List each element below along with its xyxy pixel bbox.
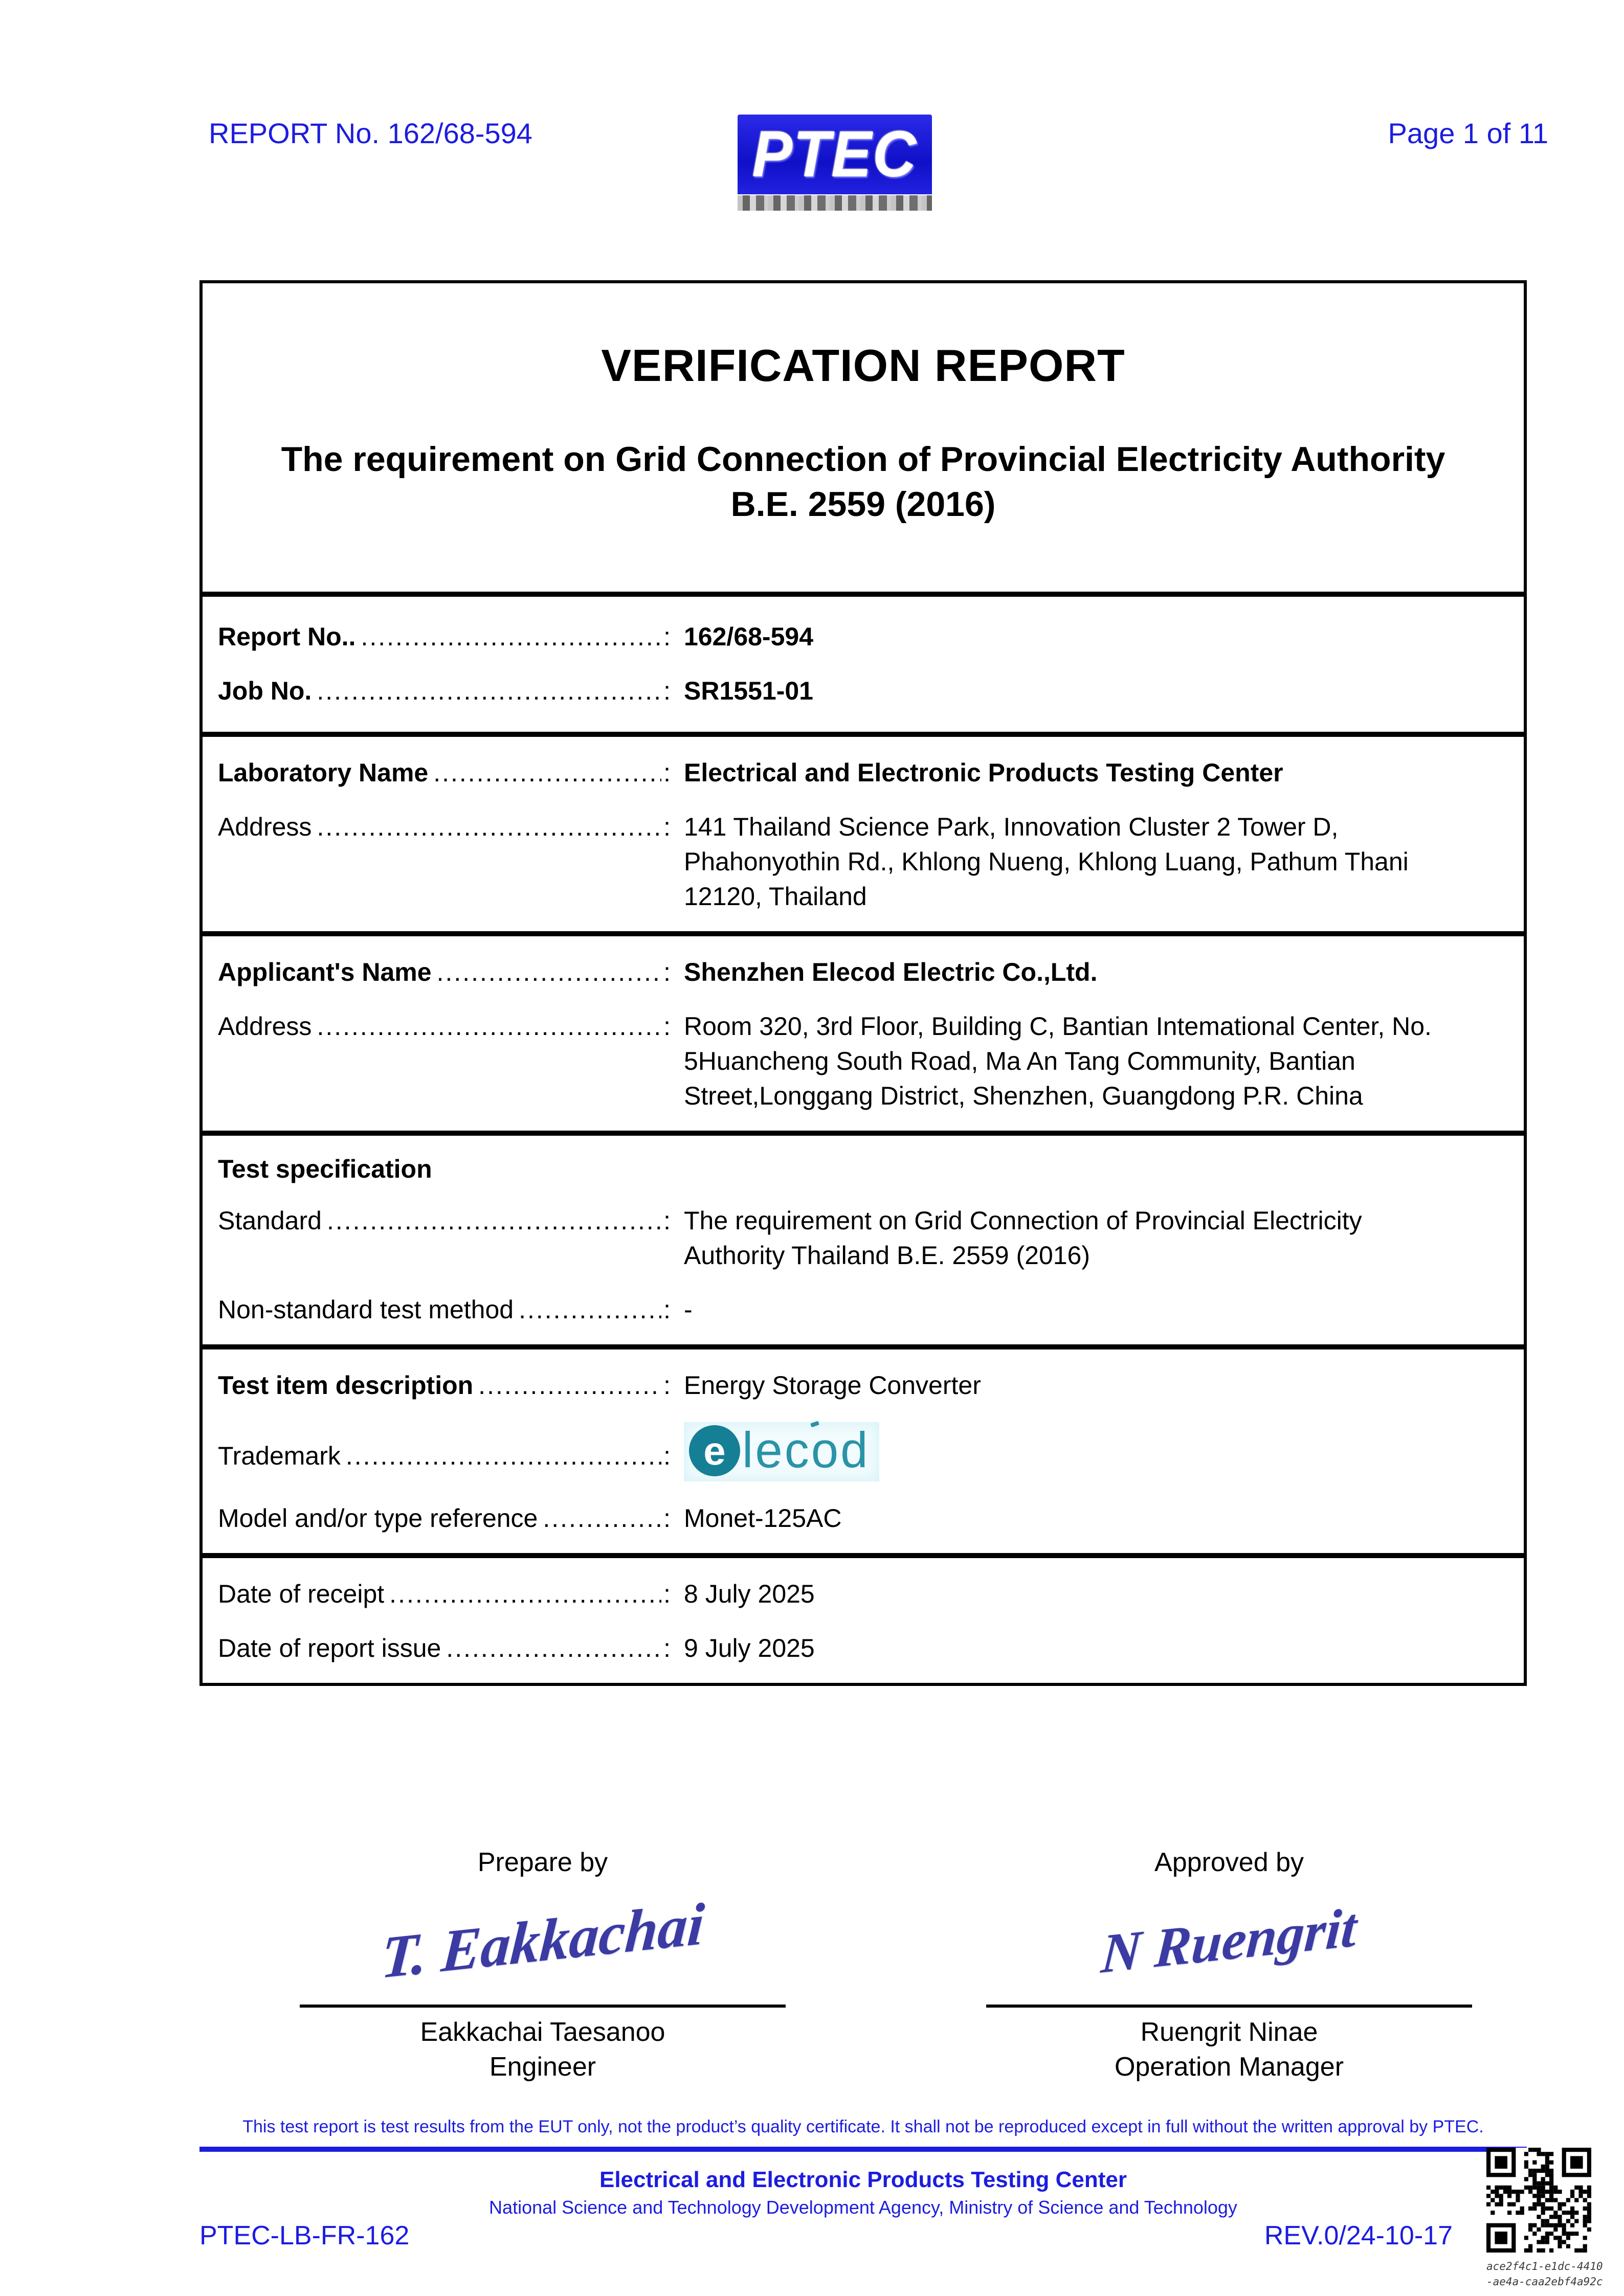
footer-center-title: Electrical and Electronic Products Testi…	[599, 2167, 1127, 2192]
prepared-signature-zone: T. Eakkachai	[300, 1878, 786, 2005]
field-label: Test item description	[218, 1370, 474, 1400]
field-date-of-report-issue: Date of report issue....................…	[218, 1631, 1508, 1665]
field-value: 8 July 2025	[684, 1579, 815, 1608]
field-value: e lecod	[671, 1421, 1508, 1481]
approved-by-name: Ruengrit Ninae	[1140, 2017, 1318, 2047]
field-label: Laboratory Name	[218, 758, 429, 787]
prepared-by-name: Eakkachai Taesanoo	[420, 2017, 665, 2047]
qr-code-block: ace2f4c1-e1dc-4410 -ae4a-caa2ebf4a92c	[1486, 2148, 1619, 2289]
field-date-of-receipt: Date of receipt.........................…	[218, 1577, 1508, 1611]
page-subtitle-line2: B.E. 2559 (2016)	[730, 485, 996, 524]
field-value: Room 320, 3rd Floor, Building C, Bantian…	[684, 1011, 1432, 1110]
title-section: VERIFICATION REPORT The requirement on G…	[203, 283, 1524, 592]
dotted-leader: ........................................…	[345, 1441, 662, 1470]
field-report-no: Report No...............................…	[218, 619, 1508, 654]
field-standard: Standard................................…	[218, 1203, 1508, 1273]
section-dates: Date of receipt.........................…	[203, 1552, 1524, 1683]
field-value: -	[684, 1295, 693, 1324]
field-label: Report No..	[218, 622, 356, 651]
prepared-signature: T. Eakkachai	[379, 1890, 706, 1991]
field-label: Trademark	[218, 1441, 341, 1470]
field-trademark: Trademark...............................…	[218, 1421, 1508, 1481]
elecod-logo: e lecod	[684, 1421, 879, 1481]
header-page-number: Page 1 of 11	[1388, 117, 1548, 149]
elecod-logo-disc: e	[689, 1425, 740, 1476]
ptec-logo-box: PTEC	[738, 115, 932, 194]
field-laboratory-name: Laboratory Name.........................…	[218, 755, 1508, 790]
field-label: Address	[218, 812, 312, 841]
ptec-logo-text: PTEC	[752, 118, 918, 191]
field-value: 162/68-594	[684, 622, 814, 651]
report-table: VERIFICATION REPORT The requirement on G…	[199, 280, 1527, 1686]
prepared-by-column: Prepare by T. Eakkachai Eakkachai Taesan…	[300, 1847, 786, 2082]
dotted-leader: ........................................…	[389, 1579, 661, 1608]
prepared-by-role: Engineer	[489, 2052, 596, 2082]
dotted-leader: ........................................…	[326, 1206, 661, 1235]
page-title: VERIFICATION REPORT	[601, 340, 1125, 391]
dotted-leader: ........................................…	[543, 1503, 661, 1533]
field-value: 141 Thailand Science Park, Innovation Cl…	[684, 812, 1409, 911]
dotted-leader: ........................................…	[478, 1370, 661, 1400]
dotted-leader: ........................................…	[317, 676, 662, 705]
field-test-item-description: Test item description...................…	[218, 1368, 1508, 1403]
field-job-no: Job No..................................…	[218, 673, 1508, 708]
footer-rule	[199, 2147, 1527, 2152]
signature-block: Prepare by T. Eakkachai Eakkachai Taesan…	[199, 1847, 1527, 2082]
footer-center-subtitle: National Science and Technology Developm…	[489, 2197, 1237, 2218]
field-label: Date of receipt	[218, 1579, 385, 1608]
approved-by-role: Operation Manager	[1114, 2052, 1344, 2082]
field-label: Model and/or type reference	[218, 1503, 538, 1533]
qr-code	[1486, 2148, 1591, 2253]
dotted-leader: ........................................…	[317, 812, 662, 841]
prepared-by-caption: Prepare by	[477, 1848, 608, 1877]
signature-line	[986, 2005, 1472, 2008]
field-value: Energy Storage Converter	[684, 1370, 981, 1400]
approved-signature-zone: N Ruengrit	[986, 1878, 1472, 2005]
field-model-reference: Model and/or type reference.............…	[218, 1501, 1508, 1536]
field-applicant-address: Address.................................…	[218, 1009, 1508, 1113]
footer-doc-code: PTEC-LB-FR-162	[199, 2221, 410, 2250]
footer-revision: REV.0/24-10-17	[1264, 2221, 1453, 2250]
approved-by-column: Approved by N Ruengrit Ruengrit Ninae Op…	[986, 1847, 1472, 2082]
field-value: SR1551-01	[684, 676, 813, 705]
ptec-logo-caption-strip	[738, 195, 932, 211]
dotted-leader: ........................................…	[361, 622, 661, 651]
field-value: Shenzhen Elecod Electric Co.,Ltd.	[684, 957, 1098, 986]
field-laboratory-address: Address.................................…	[218, 809, 1508, 914]
approved-signature: N Ruengrit	[1099, 1897, 1359, 1985]
section-laboratory: Laboratory Name.........................…	[203, 731, 1524, 931]
field-label: Address	[218, 1011, 312, 1041]
field-applicant-name: Applicant's Name........................…	[218, 955, 1508, 989]
field-value: The requirement on Grid Connection of Pr…	[684, 1206, 1362, 1270]
dotted-leader: ........................................…	[433, 758, 661, 787]
section-test-specification: Test specification Standard.............…	[203, 1130, 1524, 1344]
test-specification-heading: Test specification	[218, 1154, 432, 1183]
qr-caption: ace2f4c1-e1dc-4410 -ae4a-caa2ebf4a92c	[1486, 2260, 1603, 2288]
section-report-identifiers: Report No...............................…	[203, 591, 1524, 732]
page-subtitle-line1: The requirement on Grid Connection of Pr…	[281, 440, 1445, 479]
dotted-leader: ........................................…	[519, 1295, 661, 1324]
field-value: 9 July 2025	[684, 1633, 815, 1662]
field-non-standard-method: Non-standard test method................…	[218, 1292, 1508, 1327]
field-label: Non-standard test method	[218, 1295, 514, 1324]
page-subtitle: The requirement on Grid Connection of Pr…	[221, 437, 1505, 527]
field-label: Job No.	[218, 676, 312, 705]
dotted-leader: ........................................…	[317, 1011, 662, 1041]
footer-disclaimer: This test report is test results from th…	[242, 2117, 1484, 2136]
signature-line	[300, 2005, 786, 2008]
dotted-leader: ........................................…	[446, 1633, 662, 1662]
dotted-leader: ........................................…	[436, 957, 662, 986]
page-header: REPORT No. 162/68-594 Page 1 of 11	[209, 117, 1548, 150]
field-value: Electrical and Electronic Products Testi…	[684, 758, 1283, 787]
field-label: Applicant's Name	[218, 957, 432, 986]
field-label: Date of report issue	[218, 1633, 441, 1662]
section-test-item: Test item description...................…	[203, 1344, 1524, 1553]
header-report-no: REPORT No. 162/68-594	[209, 117, 532, 149]
field-label: Standard	[218, 1206, 322, 1235]
section-applicant: Applicant's Name........................…	[203, 931, 1524, 1131]
approved-by-caption: Approved by	[1154, 1848, 1304, 1877]
field-value: Monet-125AC	[684, 1503, 842, 1533]
ptec-logo: PTEC	[738, 115, 932, 211]
